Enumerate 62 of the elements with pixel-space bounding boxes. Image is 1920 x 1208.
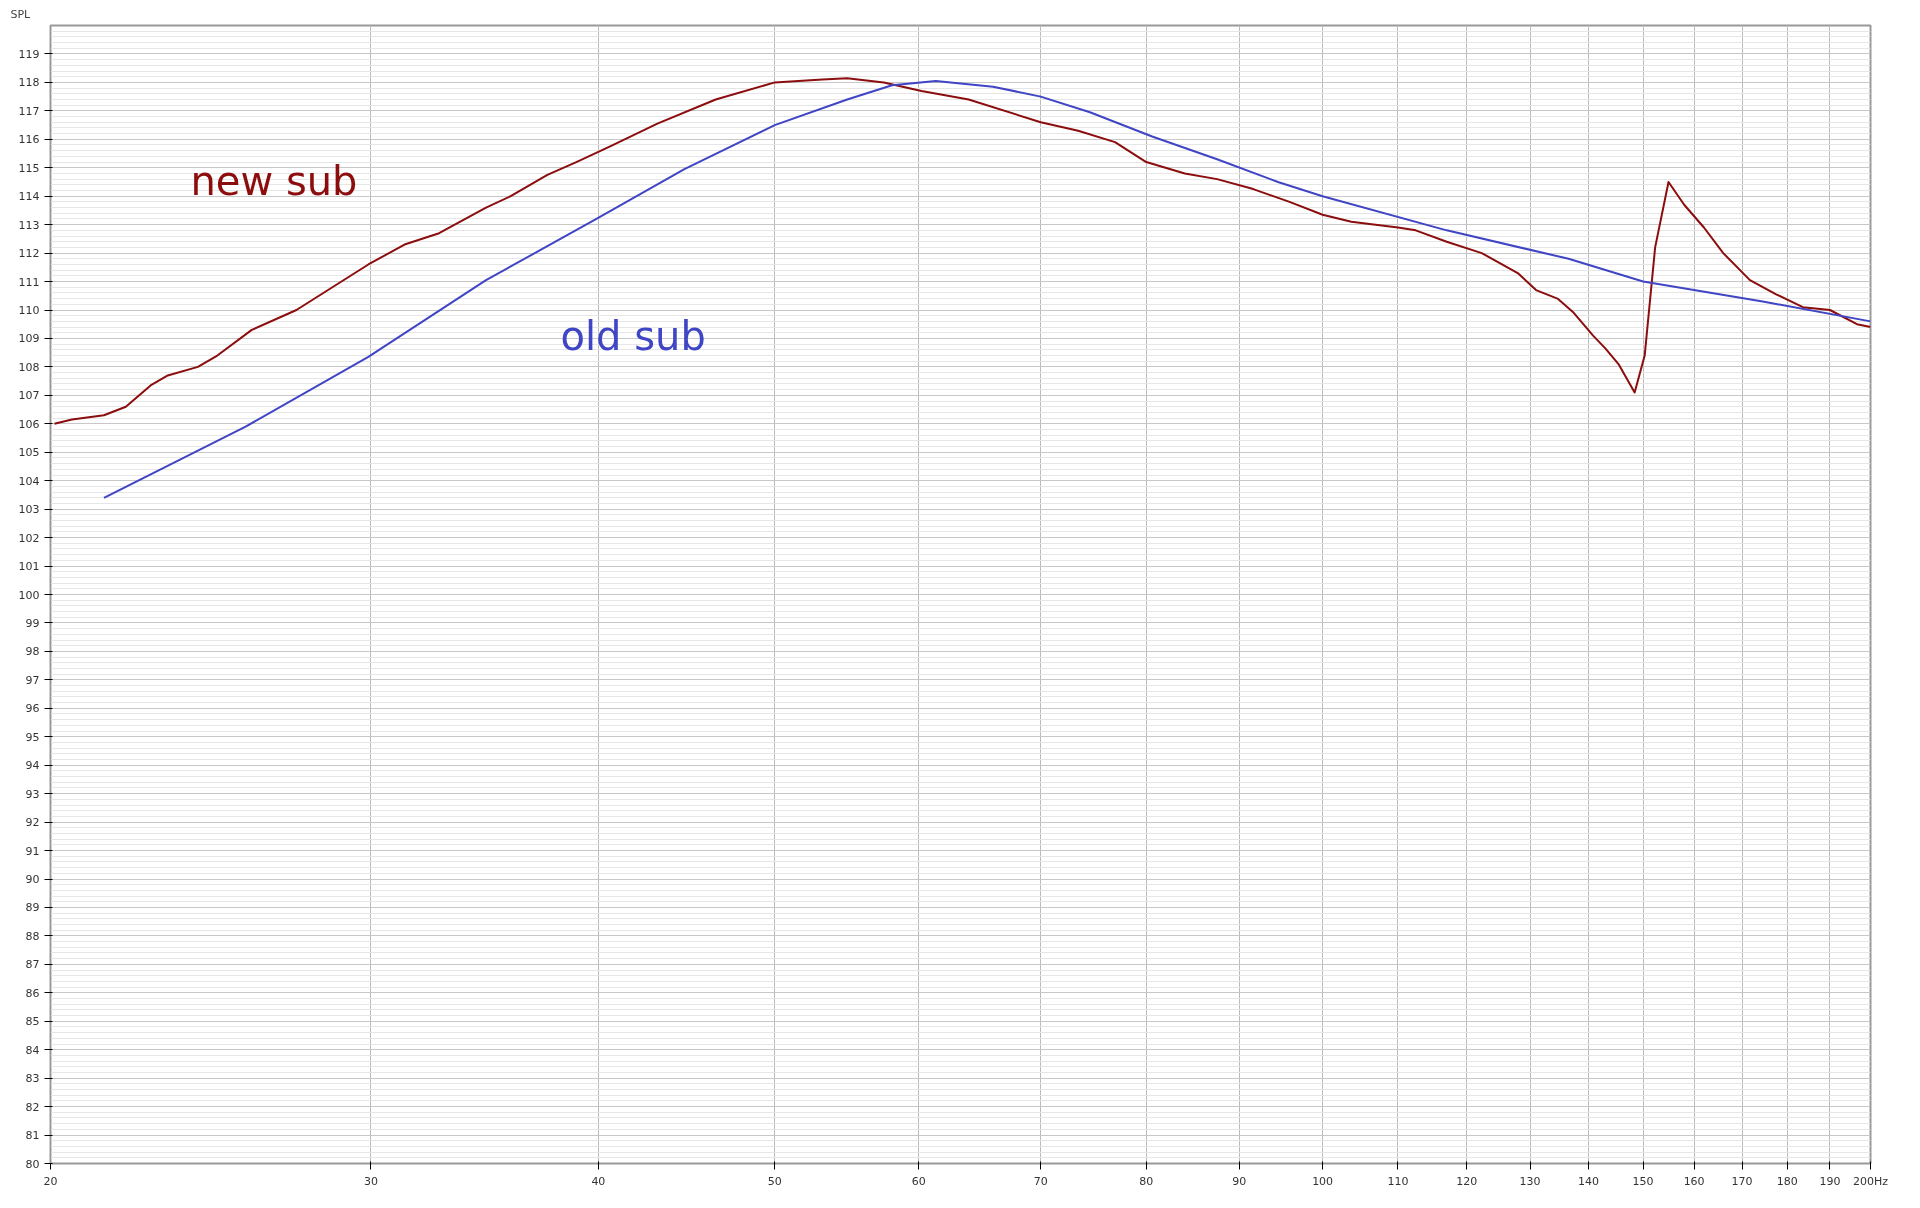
x-tick-label: 120 [1456,1174,1478,1188]
y-tick-label: 94 [25,759,40,773]
y-tick-label: 87 [25,958,40,972]
y-tick-label: 85 [25,1015,40,1029]
series-label: old sub [560,312,706,359]
y-tick-label: 119 [18,47,40,61]
y-tick-label: 114 [18,190,40,204]
y-tick-label: 91 [25,844,40,858]
x-tick-label: 200Hz [1852,1174,1889,1188]
y-tick-label: 109 [18,332,40,346]
y-tick-label: 107 [18,389,40,403]
y-tick-label: 81 [25,1129,40,1143]
x-tick-label: 170 [1731,1174,1753,1188]
y-tick-label: 95 [25,730,40,744]
y-tick-label: 99 [25,616,40,630]
series-label: new sub [190,157,358,204]
x-tick-label: 110 [1387,1174,1409,1188]
x-tick-label: 20 [43,1174,58,1188]
x-tick-label: 30 [363,1174,378,1188]
y-tick-label: 102 [18,531,40,545]
y-tick-label: 97 [25,673,40,687]
y-tick-label: 93 [25,787,40,801]
x-tick-label: 60 [911,1174,926,1188]
y-tick-label: 106 [18,417,40,431]
x-tick-label: 50 [767,1174,782,1188]
y-tick-label: 112 [18,247,40,261]
y-tick-label: 104 [18,474,40,488]
x-tick-label: 140 [1578,1174,1600,1188]
y-tick-label: 103 [18,503,40,517]
y-tick-label: 118 [18,76,40,90]
y-tick-label: 105 [18,446,40,460]
y-tick-label: 101 [18,560,40,574]
x-tick-label: 70 [1033,1174,1048,1188]
y-tick-label: 108 [18,360,40,374]
y-tick-label: 80 [25,1157,40,1171]
y-tick-label: 117 [18,104,40,118]
x-tick-label: 130 [1519,1174,1541,1188]
y-tick-label: 82 [25,1100,40,1114]
y-tick-label: 83 [25,1072,40,1086]
y-tick-label: 115 [18,161,40,175]
y-tick-label: 88 [25,929,40,943]
x-tick-label: 40 [591,1174,606,1188]
y-tick-label: 90 [25,873,40,886]
y-tick-label: 86 [25,986,40,1000]
y-tick-label: 110 [18,304,40,317]
x-tick-label: 160 [1683,1174,1705,1188]
y-tick-label: 84 [25,1043,40,1057]
y-tick-label: 100 [18,588,40,602]
y-axis-title: SPL [10,7,32,21]
y-tick-label: 111 [18,275,40,289]
y-tick-label: 116 [18,133,40,147]
x-tick-label: 180 [1776,1174,1798,1188]
x-tick-label: 100 [1312,1174,1334,1188]
y-tick-label: 96 [25,702,40,716]
x-tick-label: 80 [1139,1174,1154,1188]
y-tick-label: 92 [25,816,40,830]
x-tick-label: 90 [1232,1174,1247,1188]
y-tick-label: 89 [25,901,40,915]
x-tick-label: 150 [1632,1174,1654,1188]
x-tick-label: 190 [1819,1174,1841,1188]
y-tick-label: 113 [18,218,40,232]
y-tick-label: 98 [25,645,40,659]
